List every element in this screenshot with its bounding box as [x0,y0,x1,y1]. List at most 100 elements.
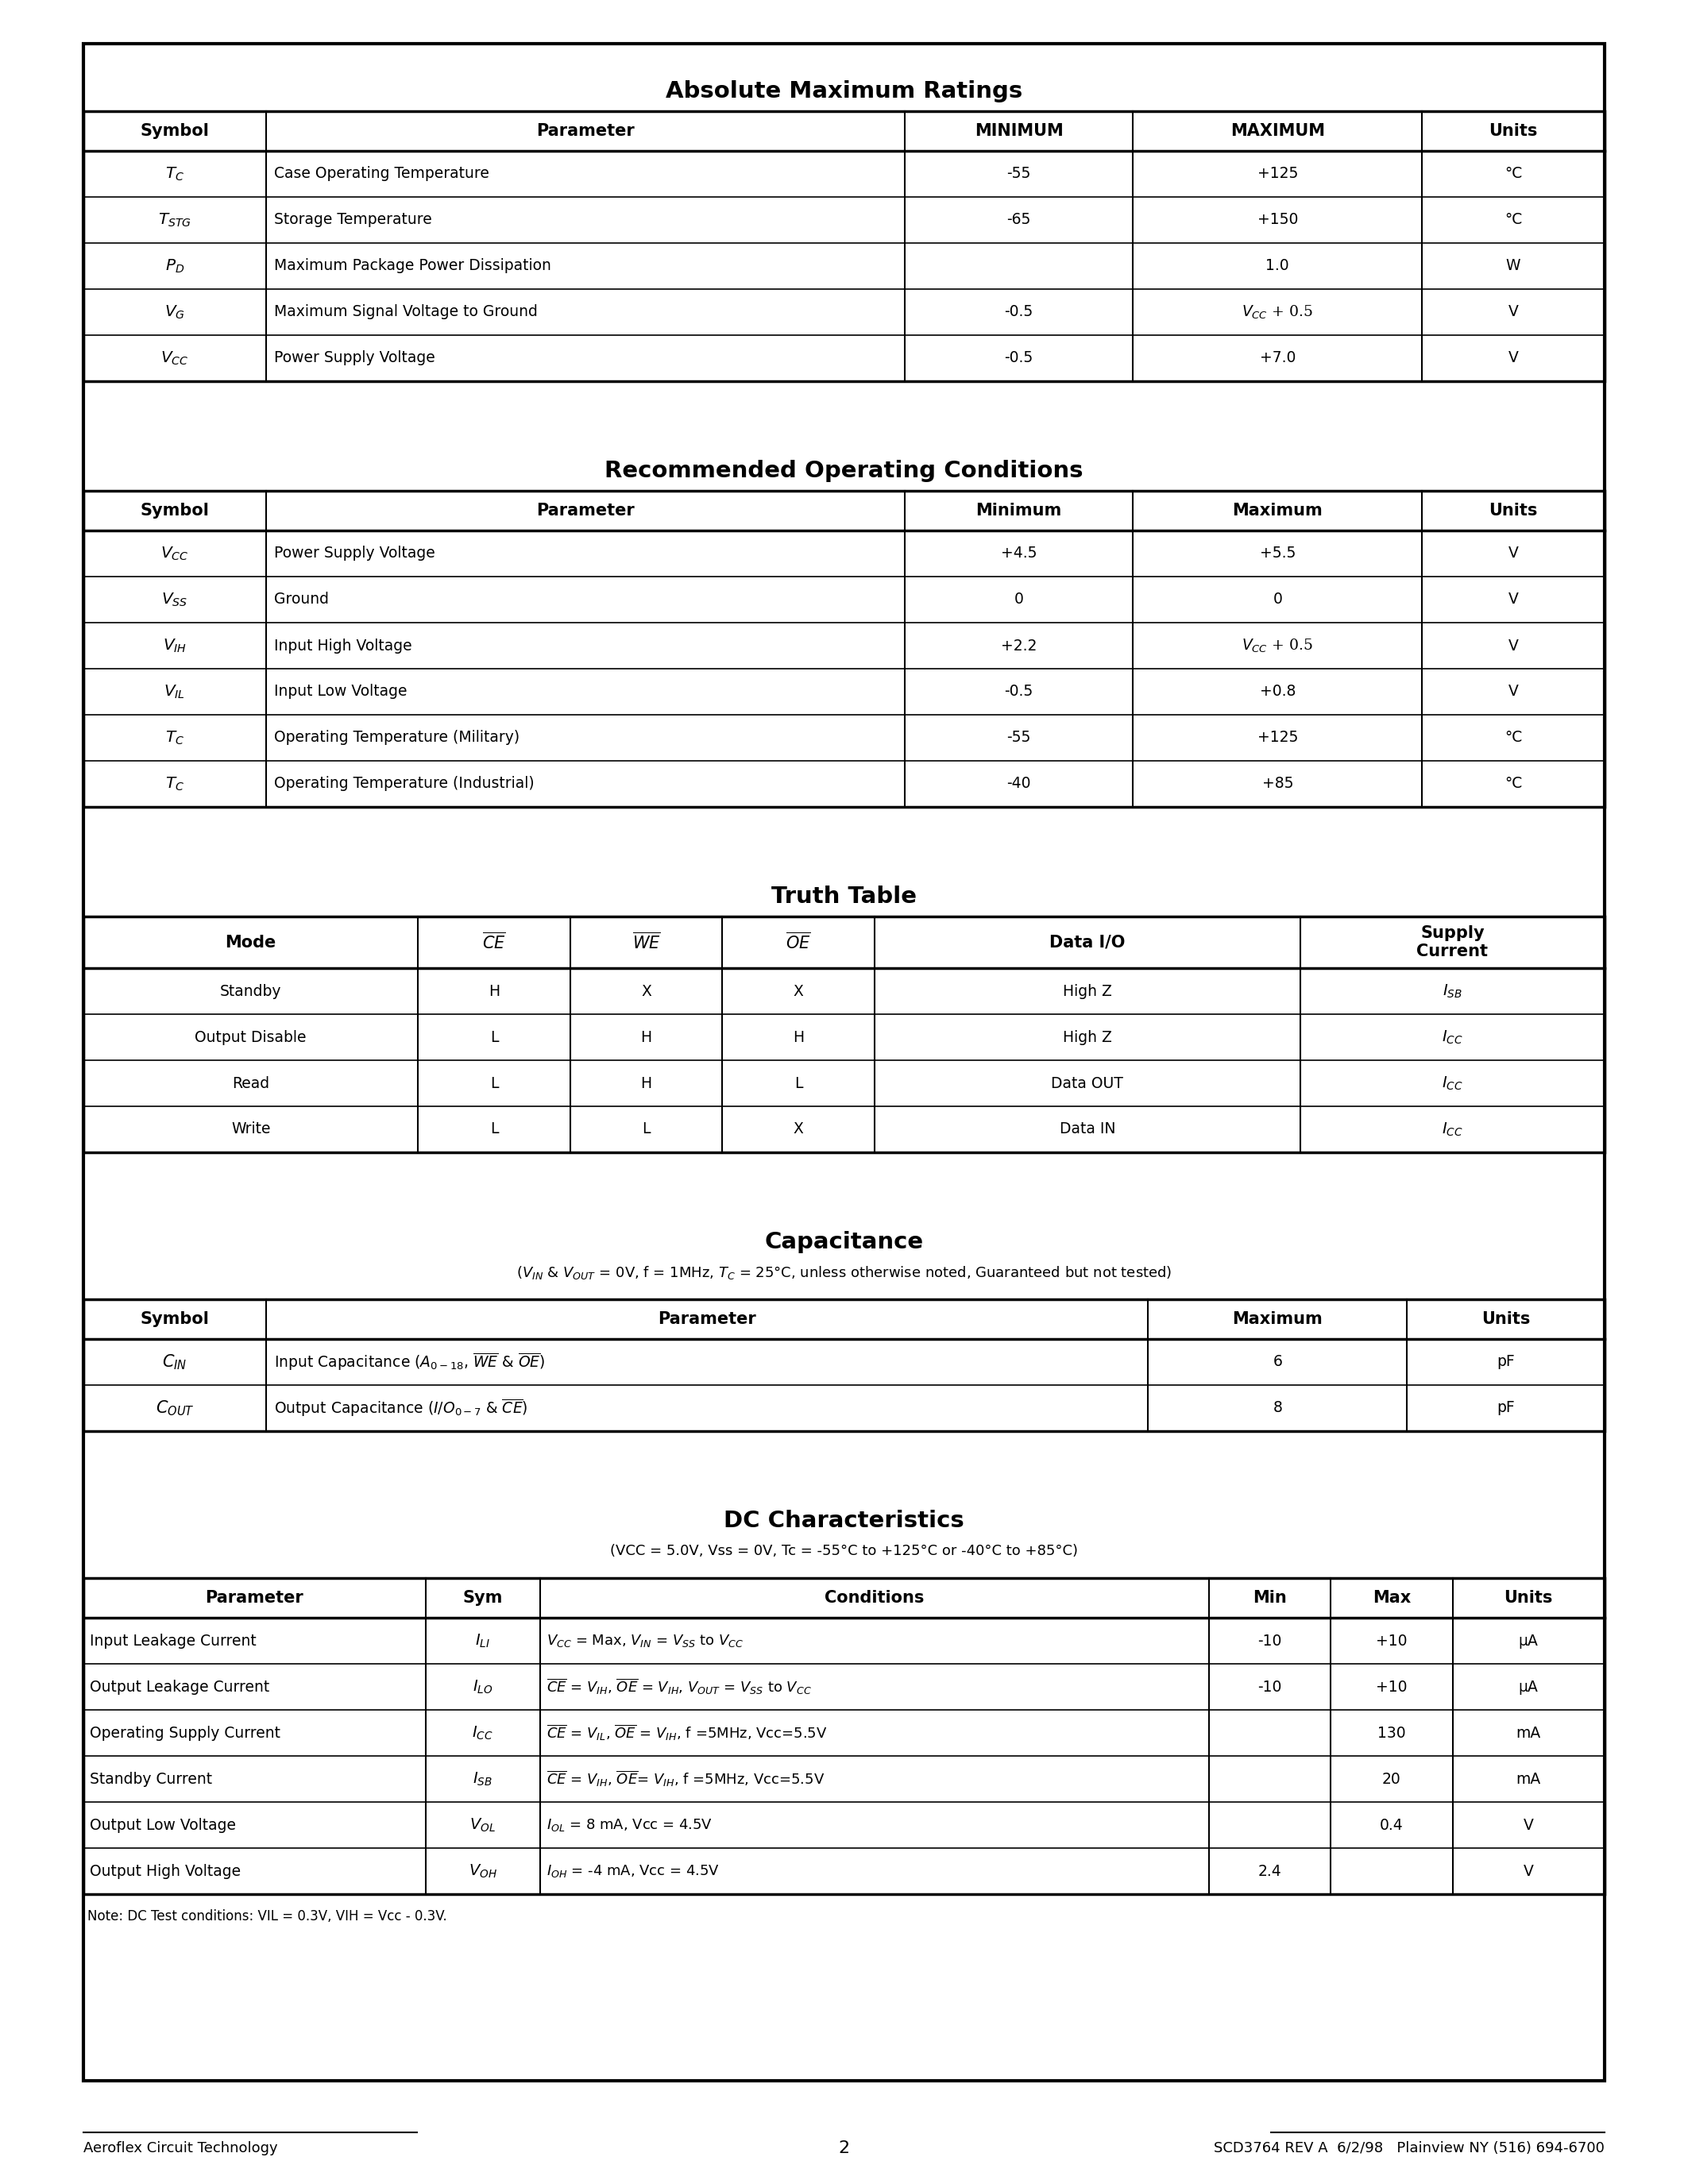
Text: Note: DC Test conditions: VIL = 0.3V, VIH = Vcc - 0.3V.: Note: DC Test conditions: VIL = 0.3V, VI… [88,1909,447,1924]
Text: 2: 2 [839,2140,849,2156]
Bar [83,917,1605,1153]
Text: MINIMUM: MINIMUM [974,122,1063,140]
Text: $I_{CC}$: $I_{CC}$ [473,1725,493,1741]
Text: -55: -55 [1006,729,1031,745]
Text: Operating Temperature (Industrial): Operating Temperature (Industrial) [273,775,533,791]
Text: $T_C$: $T_C$ [165,166,184,183]
Text: Read: Read [231,1077,270,1090]
Text: mA: mA [1516,1771,1541,1787]
Text: Units: Units [1489,502,1538,518]
Text: DC Characteristics: DC Characteristics [724,1509,964,1531]
Text: Output Capacitance ($I/O_{0-7}$ & $\overline{CE}$): Output Capacitance ($I/O_{0-7}$ & $\over… [273,1398,528,1420]
Text: $\overline{CE}$ = $V_{IH}$, $\overline{OE}$= $V_{IH}$, f =5MHz, Vcc=5.5V: $\overline{CE}$ = $V_{IH}$, $\overline{O… [547,1769,824,1789]
Text: mA: mA [1516,1725,1541,1741]
Text: Input High Voltage: Input High Voltage [273,638,412,653]
Text: Supply
Current: Supply Current [1416,926,1489,959]
Text: (VCC = 5.0V, Vss = 0V, Tc = -55°C to +125°C or -40°C to +85°C): (VCC = 5.0V, Vss = 0V, Tc = -55°C to +12… [609,1544,1079,1557]
Text: 0.4: 0.4 [1379,1817,1403,1832]
Text: Standby: Standby [219,983,282,998]
Text: X: X [793,1123,803,1138]
Text: H: H [641,1077,652,1090]
Text: +125: +125 [1258,166,1298,181]
Text: Storage Temperature: Storage Temperature [273,212,432,227]
Text: °C: °C [1504,212,1523,227]
Text: Data I/O: Data I/O [1050,935,1126,950]
Text: Parameter: Parameter [206,1590,304,1605]
Text: Truth Table: Truth Table [771,885,917,909]
Text: MAXIMUM: MAXIMUM [1231,122,1325,140]
Text: -0.5: -0.5 [1004,304,1033,319]
Text: 0: 0 [1273,592,1283,607]
Text: Symbol: Symbol [140,122,209,140]
Text: $V_{CC}$: $V_{CC}$ [160,349,189,367]
Text: -55: -55 [1006,166,1031,181]
Text: $\overline{CE}$ = $V_{IL}$, $\overline{OE}$ = $V_{IH}$, f =5MHz, Vcc=5.5V: $\overline{CE}$ = $V_{IL}$, $\overline{O… [547,1723,827,1743]
Text: Units: Units [1504,1590,1553,1605]
Text: $\overline{OE}$: $\overline{OE}$ [787,933,810,952]
Text: $\overline{WE}$: $\overline{WE}$ [631,933,660,952]
Text: 8: 8 [1273,1400,1283,1415]
Text: Units: Units [1482,1310,1529,1328]
Text: $I_{CC}$: $I_{CC}$ [1442,1029,1463,1046]
Text: Input Capacitance ($A_{0-18}$, $\overline{WE}$ & $\overline{OE}$): Input Capacitance ($A_{0-18}$, $\overlin… [273,1352,545,1372]
Text: H: H [488,983,500,998]
Text: +150: +150 [1258,212,1298,227]
Bar [83,111,1605,382]
Text: L: L [490,1123,498,1138]
Text: °C: °C [1504,729,1523,745]
Text: Absolute Maximum Ratings: Absolute Maximum Ratings [665,81,1023,103]
Text: High Z: High Z [1063,983,1112,998]
Text: Conditions: Conditions [825,1590,925,1605]
Text: X: X [641,983,652,998]
Text: $I_{CC}$: $I_{CC}$ [1442,1075,1463,1092]
Text: -0.5: -0.5 [1004,684,1033,699]
Text: $I_{LI}$: $I_{LI}$ [474,1631,490,1649]
Text: $I_{CC}$: $I_{CC}$ [1442,1120,1463,1138]
Text: Case Operating Temperature: Case Operating Temperature [273,166,490,181]
Text: Aeroflex Circuit Technology: Aeroflex Circuit Technology [83,2140,279,2156]
Text: Output High Voltage: Output High Voltage [89,1863,241,1878]
Text: +2.2: +2.2 [1001,638,1036,653]
Text: $I_{SB}$: $I_{SB}$ [1443,983,1462,1000]
Text: V: V [1507,684,1519,699]
Text: pF: pF [1497,1354,1514,1369]
Text: $V_{OH}$: $V_{OH}$ [469,1863,496,1880]
Text: 2.4: 2.4 [1258,1863,1281,1878]
Text: Symbol: Symbol [140,1310,209,1328]
Text: $V_G$: $V_G$ [164,304,186,321]
Text: H: H [641,1029,652,1044]
Text: High Z: High Z [1063,1029,1112,1044]
Text: +85: +85 [1263,775,1293,791]
Text: Recommended Operating Conditions: Recommended Operating Conditions [604,461,1084,483]
Text: $C_{OUT}$: $C_{OUT}$ [155,1398,194,1417]
Text: 1.0: 1.0 [1266,258,1290,273]
Text: $T_C$: $T_C$ [165,775,184,793]
Text: L: L [490,1029,498,1044]
Text: L: L [490,1077,498,1090]
Text: L: L [793,1077,802,1090]
Text: Minimum: Minimum [976,502,1062,518]
Text: °C: °C [1504,166,1523,181]
Text: V: V [1507,352,1519,365]
Text: $P_D$: $P_D$ [165,258,184,275]
Text: Sym: Sym [463,1590,503,1605]
Text: $I_{OL}$ = 8 mA, Vcc = 4.5V: $I_{OL}$ = 8 mA, Vcc = 4.5V [547,1817,712,1832]
Text: Capacitance: Capacitance [765,1232,923,1254]
Text: Maximum: Maximum [1232,1310,1323,1328]
Text: Maximum Signal Voltage to Ground: Maximum Signal Voltage to Ground [273,304,537,319]
Text: -10: -10 [1258,1634,1281,1649]
Text: L: L [641,1123,650,1138]
Text: $V_{OL}$: $V_{OL}$ [469,1817,496,1835]
Text: 20: 20 [1382,1771,1401,1787]
Text: Parameter: Parameter [537,122,635,140]
Text: μA: μA [1519,1679,1538,1695]
Text: $\overline{CE}$: $\overline{CE}$ [483,933,506,952]
Text: μA: μA [1519,1634,1538,1649]
Text: Operating Temperature (Military): Operating Temperature (Military) [273,729,520,745]
Text: +0.8: +0.8 [1259,684,1296,699]
Text: $I_{SB}$: $I_{SB}$ [473,1771,493,1787]
Text: $V_{IH}$: $V_{IH}$ [162,638,187,655]
Text: $\overline{CE}$ = $V_{IH}$, $\overline{OE}$ = $V_{IH}$, $V_{OUT}$ = $V_{SS}$ to : $\overline{CE}$ = $V_{IH}$, $\overline{O… [547,1677,812,1697]
Text: $C_{IN}$: $C_{IN}$ [162,1352,187,1372]
Text: Input Leakage Current: Input Leakage Current [89,1634,257,1649]
